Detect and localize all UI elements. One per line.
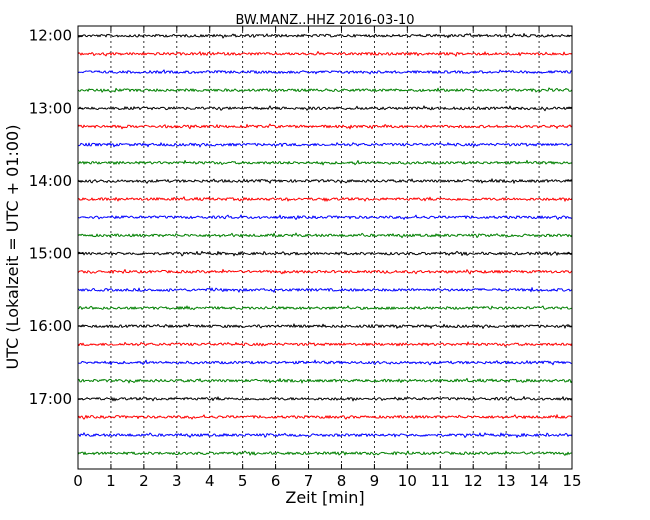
trace-line — [77, 123, 573, 130]
trace-line — [77, 414, 573, 420]
trace-line — [77, 341, 573, 347]
plot-frame — [77, 25, 573, 470]
chart-title: BW.MANZ..HHZ 2016-03-10 — [235, 13, 414, 28]
x-tick-label: 6 — [271, 472, 281, 490]
trace-line — [77, 33, 573, 39]
trace-line — [77, 159, 573, 166]
x-tick-label: 14 — [530, 472, 549, 490]
trace-line — [77, 323, 573, 329]
x-tick-label: 15 — [562, 472, 581, 490]
trace-line — [77, 69, 573, 75]
x-tick-label: 5 — [238, 472, 248, 490]
trace-line — [77, 432, 573, 438]
y-tick-label: 15:00 — [29, 245, 72, 263]
trace-line — [77, 214, 573, 220]
x-tick-label: 4 — [205, 472, 215, 490]
x-tick-label: 13 — [497, 472, 516, 490]
y-tick-label: 14:00 — [29, 172, 72, 190]
x-tick-label: 2 — [139, 472, 149, 490]
y-tick-label: 12:00 — [29, 27, 72, 45]
x-tick-label: 9 — [370, 472, 380, 490]
grid — [110, 26, 540, 469]
trace-line — [77, 178, 573, 184]
x-tick-label: 7 — [304, 472, 314, 490]
x-axis: 0 1 2 3 4 5 6 7 8 9 10 11 12 13 14 15 — [73, 26, 582, 490]
trace-line — [77, 87, 573, 93]
trace-line — [77, 105, 573, 112]
y-tick-label: 16:00 — [29, 317, 72, 335]
trace-line — [77, 268, 573, 275]
x-tick-label: 11 — [431, 472, 450, 490]
trace-line — [77, 450, 573, 456]
trace-line — [77, 396, 573, 402]
y-tick-label: 17:00 — [29, 390, 72, 408]
x-tick-label: 8 — [337, 472, 347, 490]
trace-line — [77, 196, 573, 202]
trace-line — [77, 250, 573, 257]
x-axis-label: Zeit [min] — [285, 488, 364, 507]
trace-line — [77, 51, 573, 57]
y-axis: 12:00 13:00 14:00 15:00 16:00 17:00 — [29, 27, 572, 408]
x-tick-label: 10 — [398, 472, 417, 490]
traces — [77, 33, 573, 456]
x-tick-label: 0 — [73, 472, 83, 490]
trace-line — [77, 359, 573, 366]
trace-line — [77, 232, 573, 239]
trace-line — [77, 377, 573, 384]
x-tick-label: 3 — [172, 472, 182, 490]
y-tick-label: 13:00 — [29, 99, 72, 117]
x-tick-label: 1 — [106, 472, 116, 490]
x-tick-label: 12 — [464, 472, 483, 490]
y-axis-label: UTC (Lokalzeit = UTC + 01:00) — [3, 125, 22, 370]
trace-line — [77, 142, 573, 148]
trace-line — [77, 287, 573, 293]
trace-line — [77, 305, 573, 311]
